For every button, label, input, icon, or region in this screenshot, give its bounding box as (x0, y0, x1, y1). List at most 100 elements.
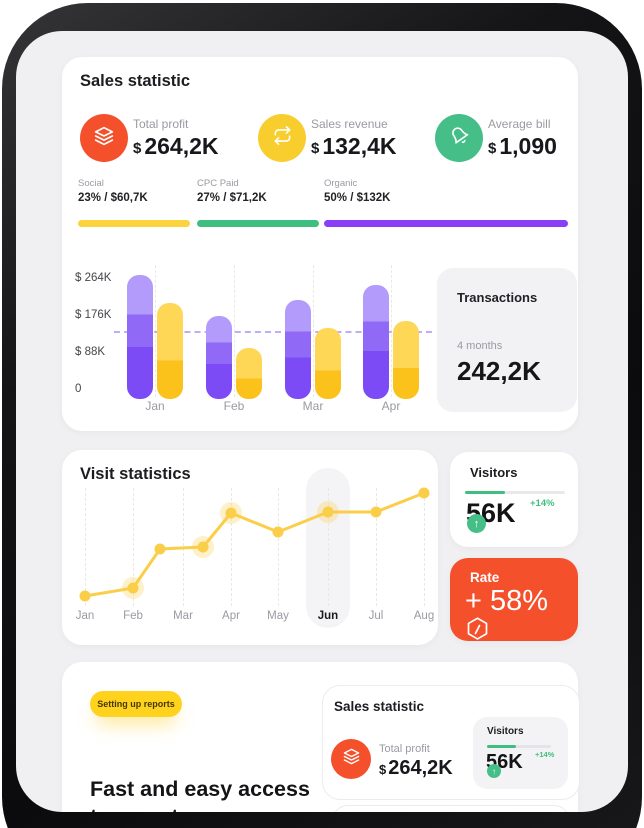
visitors-progress-fill (487, 745, 516, 748)
channel-label: Organic (324, 178, 358, 189)
visit-line-chart (79, 487, 430, 602)
bar-secondary-Feb[interactable] (236, 348, 262, 399)
line-month-label[interactable]: Jul (368, 610, 384, 622)
y-axis-label: $ 176K (75, 309, 112, 321)
line-month-label[interactable]: Aug (413, 610, 435, 622)
layers-icon (343, 748, 360, 770)
line-month-label[interactable]: Jun (317, 610, 339, 622)
line-point[interactable] (322, 506, 334, 518)
nested-visitors-card: Visitors 56K ↑ +14% (473, 717, 568, 789)
channel-value: 50% / $132K (324, 192, 391, 204)
channel-progress-cpc (197, 220, 319, 227)
line-month-label[interactable]: May (267, 610, 289, 622)
visitors-progress-fill (465, 491, 505, 494)
channel-cpc-paid: CPC Paid 27% / $71,2K (197, 178, 267, 204)
sales-bar-chart: $ 264K $ 176K $ 88K 0 Jan Feb Mar Apr (62, 257, 438, 415)
channel-label: CPC Paid (197, 178, 239, 189)
gridline (133, 488, 134, 606)
bar-secondary-Jan[interactable] (157, 303, 183, 399)
stat-label: Sales revenue (311, 117, 388, 131)
stat-icon-circle (435, 114, 483, 162)
channel-progress-organic (324, 220, 568, 227)
tablet-screen: Sales statistic Total profit $264,2K Sal… (16, 31, 628, 812)
channel-organic: Organic 50% / $132K (324, 178, 391, 204)
bar-primary-Feb[interactable] (206, 316, 232, 399)
currency-sign: $ (133, 140, 142, 157)
sales-card-title: Sales statistic (80, 72, 191, 90)
visitors-delta: +14% (530, 498, 555, 509)
line-point[interactable] (370, 506, 382, 518)
nested-sales-statistic-card: Sales statistic Total profit $264,2K Vis… (322, 685, 580, 800)
promo-heading: Fast and easy access to reports (90, 775, 310, 812)
currency-sign: $ (379, 762, 387, 777)
gridline (328, 488, 329, 606)
channel-social: Social 23% / $60,7K (78, 178, 148, 204)
line-point[interactable] (225, 507, 237, 519)
visit-card-title: Visit statistics (80, 465, 191, 483)
channel-value: 27% / $71,2K (197, 192, 267, 204)
gridline (85, 488, 86, 606)
stat-average-bill: Average bill $1,090 (435, 114, 615, 162)
stat-total-profit: Total profit $264,2K (80, 114, 260, 162)
bar-month-label[interactable]: Jan (145, 399, 165, 413)
stat-label: Total profit (133, 117, 189, 131)
rate-value: + 58% (465, 585, 549, 617)
stat-number: 264,2K (144, 133, 219, 159)
bar-month-label[interactable]: Mar (302, 399, 324, 413)
line-point[interactable] (79, 590, 91, 602)
visitors-card: Visitors 56K ↑ +14% (450, 452, 578, 547)
bar-month-label[interactable]: Apr (381, 399, 401, 413)
y-axis-label: 0 (75, 383, 82, 395)
setting-up-reports-button[interactable]: Setting up reports (90, 691, 182, 717)
transactions-value: 242,2K (457, 356, 541, 386)
line-point[interactable] (127, 582, 139, 594)
line-point[interactable] (154, 543, 166, 555)
rate-card: Rate + 58% (450, 558, 578, 641)
stat-value: $132,4K (311, 133, 397, 160)
transactions-period: 4 months (457, 340, 503, 352)
promo-heading-line1: Fast and easy access (90, 777, 310, 801)
line-month-label[interactable]: Mar (173, 610, 193, 622)
sales-statistic-card: Sales statistic Total profit $264,2K Sal… (62, 57, 578, 431)
promo-heading-line2: to reports (90, 803, 310, 812)
visitors-title: Visitors (487, 726, 524, 737)
rate-title: Rate (470, 570, 500, 585)
bar-primary-Mar[interactable] (285, 300, 311, 399)
stat-value: $1,090 (488, 133, 557, 160)
visit-statistics-card: Visit statistics Jan Feb Mar Apr May Jun Jul Au… (62, 450, 438, 645)
gridline (231, 488, 232, 606)
hexagon-arrow-icon (464, 616, 491, 641)
layers-icon (94, 126, 114, 151)
bar-primary-Jan[interactable] (127, 275, 153, 399)
bar-primary-Apr[interactable] (363, 285, 389, 399)
bell-icon (450, 126, 469, 150)
bar-secondary-Mar[interactable] (315, 328, 341, 399)
nested-title: Sales statistic (334, 699, 425, 714)
line-point[interactable] (197, 541, 209, 553)
stat-value: $264,2K (133, 133, 219, 160)
stat-icon-circle (331, 739, 371, 779)
channel-value: 23% / $60,7K (78, 192, 148, 204)
stat-number: 132,4K (322, 133, 397, 159)
nested-stat-label: Total profit (379, 743, 430, 755)
channel-progress-social (78, 220, 190, 227)
line-month-label[interactable]: Jan (75, 610, 95, 622)
transactions-title: Transactions (457, 290, 538, 305)
bar-month-label[interactable]: Feb (223, 399, 245, 413)
line-month-label[interactable]: Apr (222, 610, 240, 622)
stat-sales-revenue: Sales revenue $132,4K (258, 114, 438, 162)
y-axis-label: $ 88K (75, 346, 106, 358)
gridline (278, 488, 279, 606)
currency-sign: $ (488, 140, 497, 157)
threshold-dashed-line (114, 331, 432, 333)
line-month-label[interactable]: Feb (123, 610, 143, 622)
line-point[interactable] (272, 526, 284, 538)
channel-label: Social (78, 178, 104, 189)
visitors-progress-track (465, 491, 565, 494)
y-axis-label: $ 264K (75, 272, 112, 284)
visitors-delta: +14% (535, 750, 555, 759)
arrow-up-icon: ↑ (487, 764, 501, 778)
line-point[interactable] (418, 487, 430, 499)
bar-secondary-Apr[interactable] (393, 321, 419, 399)
